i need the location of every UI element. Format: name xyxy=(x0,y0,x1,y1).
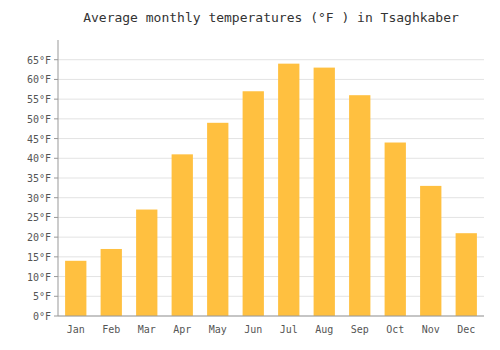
x-tick-label: Jan xyxy=(67,324,85,335)
y-tick xyxy=(54,99,58,100)
y-tick-label: 25°F xyxy=(27,212,51,223)
y-tick xyxy=(54,158,58,159)
bars xyxy=(65,64,477,316)
chart-title: Average monthly temperatures (°F ) in Ts… xyxy=(83,10,459,25)
x-tick-label: Jul xyxy=(280,324,298,335)
y-tick-label: 5°F xyxy=(33,291,51,302)
grid-line xyxy=(58,158,484,159)
bar xyxy=(385,143,406,316)
grid-line xyxy=(58,79,484,80)
x-tick-label: Dec xyxy=(457,324,475,335)
bar xyxy=(101,249,122,316)
y-tick-label: 30°F xyxy=(27,193,51,204)
x-tick-label: Jun xyxy=(244,324,262,335)
grid-line xyxy=(58,118,484,119)
x-tick-label: May xyxy=(209,324,227,335)
grid-line xyxy=(58,59,484,60)
y-tick-label: 50°F xyxy=(27,114,51,125)
grid-line xyxy=(58,316,484,317)
grid-line xyxy=(58,99,484,100)
y-tick-label: 15°F xyxy=(27,252,51,263)
y-tick xyxy=(54,197,58,198)
grid-line xyxy=(58,178,484,179)
y-axis: 0°F 5°F 10°F 15°F 20°F 25°F 30°F 35°F 40°F 45°F 50… xyxy=(27,40,484,322)
bar xyxy=(136,210,157,316)
chart-svg: Average monthly temperatures (°F ) in Ts… xyxy=(0,0,500,350)
y-tick-label: 10°F xyxy=(27,272,51,283)
y-tick xyxy=(54,178,58,179)
y-tick xyxy=(54,217,58,218)
bar xyxy=(243,91,264,316)
y-tick xyxy=(54,296,58,297)
bar xyxy=(207,123,228,316)
y-tick-label: 60°F xyxy=(27,74,51,85)
bar xyxy=(314,68,335,316)
bar xyxy=(172,154,193,316)
y-tick-label: 65°F xyxy=(27,55,51,66)
y-tick-label: 45°F xyxy=(27,134,51,145)
y-axis-line xyxy=(58,40,59,316)
bar xyxy=(456,233,477,316)
x-tick-label: Apr xyxy=(173,324,191,335)
bar xyxy=(65,261,86,316)
bar xyxy=(349,95,370,316)
x-tick-label: Feb xyxy=(102,324,120,335)
bar xyxy=(278,64,299,316)
grid-line xyxy=(58,138,484,139)
y-tick-label: 35°F xyxy=(27,173,51,184)
y-tick-label: 20°F xyxy=(27,232,51,243)
x-tick-label: Oct xyxy=(386,324,404,335)
bar xyxy=(420,186,441,316)
x-axis-line xyxy=(58,316,484,317)
y-tick xyxy=(54,79,58,80)
x-tick-label: Nov xyxy=(422,324,440,335)
y-tick xyxy=(54,237,58,238)
x-tick-label: Mar xyxy=(138,324,156,335)
y-tick-label: 0°F xyxy=(33,311,51,322)
y-tick-label: 55°F xyxy=(27,94,51,105)
y-tick-label: 40°F xyxy=(27,153,51,164)
x-axis: Jan Feb Mar Apr May Jun Jul Aug Sep Oct Nov Dec xyxy=(58,316,484,335)
chart-root: Average monthly temperatures (°F ) in Ts… xyxy=(0,0,500,350)
y-tick xyxy=(54,316,58,317)
y-tick xyxy=(54,276,58,277)
y-tick xyxy=(54,59,58,60)
y-tick xyxy=(54,138,58,139)
x-tick-label: Aug xyxy=(315,324,333,335)
y-tick xyxy=(54,256,58,257)
x-tick-label: Sep xyxy=(351,324,369,335)
y-tick xyxy=(54,118,58,119)
